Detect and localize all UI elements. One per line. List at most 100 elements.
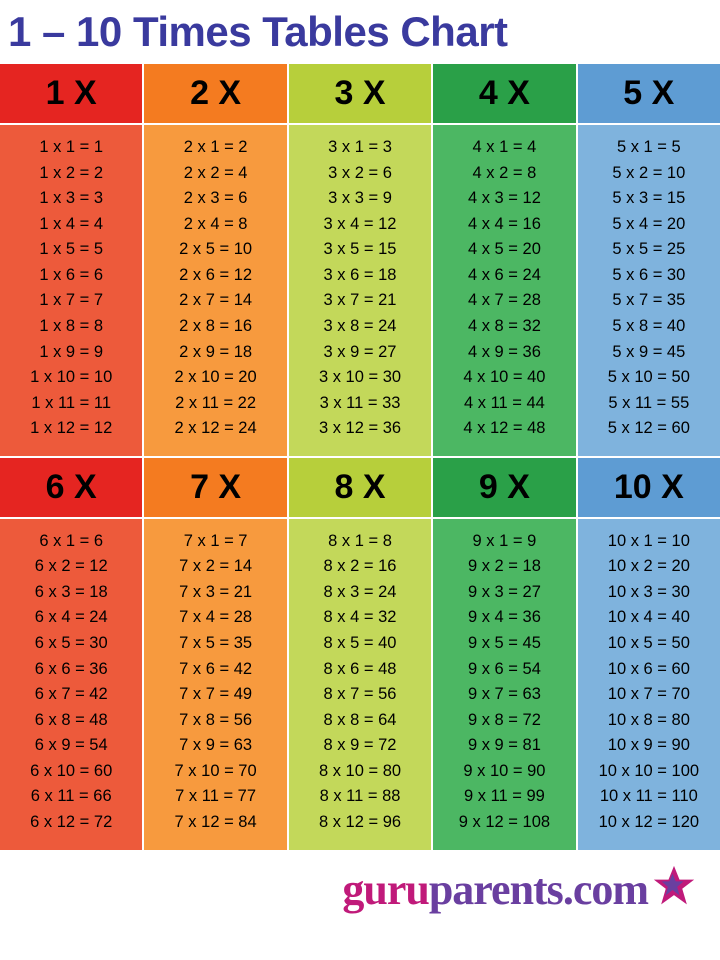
equation: 3 x 2 = 6 <box>293 161 427 187</box>
equation: 3 x 8 = 24 <box>293 314 427 340</box>
equation: 1 x 2 = 2 <box>4 161 138 187</box>
column-body-1x: 1 x 1 = 11 x 2 = 21 x 3 = 31 x 4 = 41 x … <box>0 123 142 456</box>
column-header-8x: 8 X <box>287 456 431 517</box>
equation: 4 x 3 = 12 <box>437 186 571 212</box>
equation: 2 x 3 = 6 <box>148 186 282 212</box>
equation: 4 x 8 = 32 <box>437 314 571 340</box>
equation: 7 x 2 = 14 <box>148 554 282 580</box>
page-title: 1 – 10 Times Tables Chart <box>0 0 720 62</box>
equation: 7 x 12 = 84 <box>148 810 282 836</box>
equation: 5 x 9 = 45 <box>582 340 716 366</box>
equation: 4 x 7 = 28 <box>437 288 571 314</box>
equation: 4 x 5 = 20 <box>437 237 571 263</box>
equation: 6 x 2 = 12 <box>4 554 138 580</box>
column-body-2x: 2 x 1 = 22 x 2 = 42 x 3 = 62 x 4 = 82 x … <box>142 123 286 456</box>
equation: 1 x 1 = 1 <box>4 135 138 161</box>
brand-part1: guru <box>342 865 428 914</box>
equation: 6 x 10 = 60 <box>4 759 138 785</box>
equation: 10 x 9 = 90 <box>582 733 716 759</box>
column-header-9x: 9 X <box>431 456 575 517</box>
equation: 9 x 7 = 63 <box>437 682 571 708</box>
column-body-9x: 9 x 1 = 99 x 2 = 189 x 3 = 279 x 4 = 369… <box>431 517 575 850</box>
equation: 10 x 4 = 40 <box>582 605 716 631</box>
equation: 2 x 5 = 10 <box>148 237 282 263</box>
equation: 1 x 5 = 5 <box>4 237 138 263</box>
equation: 6 x 6 = 36 <box>4 657 138 683</box>
equation: 1 x 11 = 11 <box>4 391 138 417</box>
equation: 10 x 12 = 120 <box>582 810 716 836</box>
times-tables-chart: 1 X2 X3 X4 X5 X 1 x 1 = 11 x 2 = 21 x 3 … <box>0 62 720 850</box>
equation: 6 x 9 = 54 <box>4 733 138 759</box>
equation: 9 x 6 = 54 <box>437 657 571 683</box>
header-row-1: 1 X2 X3 X4 X5 X <box>0 62 720 123</box>
equation: 7 x 11 = 77 <box>148 784 282 810</box>
equation: 7 x 8 = 56 <box>148 708 282 734</box>
column-body-3x: 3 x 1 = 33 x 2 = 63 x 3 = 93 x 4 = 123 x… <box>287 123 431 456</box>
equation: 1 x 9 = 9 <box>4 340 138 366</box>
equation: 5 x 7 = 35 <box>582 288 716 314</box>
equation: 7 x 7 = 49 <box>148 682 282 708</box>
equation: 7 x 10 = 70 <box>148 759 282 785</box>
equation: 1 x 6 = 6 <box>4 263 138 289</box>
column-body-5x: 5 x 1 = 55 x 2 = 105 x 3 = 155 x 4 = 205… <box>576 123 720 456</box>
equation: 6 x 7 = 42 <box>4 682 138 708</box>
equation: 1 x 12 = 12 <box>4 416 138 442</box>
equation: 2 x 8 = 16 <box>148 314 282 340</box>
column-header-3x: 3 X <box>287 62 431 123</box>
equation: 8 x 1 = 8 <box>293 529 427 555</box>
equation: 9 x 1 = 9 <box>437 529 571 555</box>
equation: 1 x 10 = 10 <box>4 365 138 391</box>
column-header-5x: 5 X <box>576 62 720 123</box>
equation: 8 x 7 = 56 <box>293 682 427 708</box>
equation: 5 x 11 = 55 <box>582 391 716 417</box>
column-header-10x: 10 X <box>576 456 720 517</box>
equation: 9 x 8 = 72 <box>437 708 571 734</box>
equation: 5 x 10 = 50 <box>582 365 716 391</box>
equation: 3 x 11 = 33 <box>293 391 427 417</box>
equation: 4 x 9 = 36 <box>437 340 571 366</box>
equation: 2 x 12 = 24 <box>148 416 282 442</box>
column-body-8x: 8 x 1 = 88 x 2 = 168 x 3 = 248 x 4 = 328… <box>287 517 431 850</box>
equation: 2 x 2 = 4 <box>148 161 282 187</box>
equation: 8 x 9 = 72 <box>293 733 427 759</box>
column-header-4x: 4 X <box>431 62 575 123</box>
equation: 6 x 5 = 30 <box>4 631 138 657</box>
equation: 2 x 7 = 14 <box>148 288 282 314</box>
equation: 1 x 8 = 8 <box>4 314 138 340</box>
equation: 4 x 6 = 24 <box>437 263 571 289</box>
equation: 7 x 5 = 35 <box>148 631 282 657</box>
equation: 7 x 6 = 42 <box>148 657 282 683</box>
column-header-6x: 6 X <box>0 456 142 517</box>
equation: 2 x 6 = 12 <box>148 263 282 289</box>
equation: 8 x 4 = 32 <box>293 605 427 631</box>
equation: 8 x 6 = 48 <box>293 657 427 683</box>
equation: 5 x 5 = 25 <box>582 237 716 263</box>
equation: 4 x 4 = 16 <box>437 212 571 238</box>
equation: 7 x 9 = 63 <box>148 733 282 759</box>
equation: 3 x 6 = 18 <box>293 263 427 289</box>
equation: 1 x 4 = 4 <box>4 212 138 238</box>
equation: 5 x 1 = 5 <box>582 135 716 161</box>
equation: 10 x 1 = 10 <box>582 529 716 555</box>
equation: 3 x 12 = 36 <box>293 416 427 442</box>
equation: 10 x 2 = 20 <box>582 554 716 580</box>
equation: 1 x 7 = 7 <box>4 288 138 314</box>
equation: 9 x 12 = 108 <box>437 810 571 836</box>
equation: 3 x 10 = 30 <box>293 365 427 391</box>
column-body-10x: 10 x 1 = 1010 x 2 = 2010 x 3 = 3010 x 4 … <box>576 517 720 850</box>
brand-suffix: .com <box>563 865 648 914</box>
equation: 2 x 11 = 22 <box>148 391 282 417</box>
equation: 9 x 10 = 90 <box>437 759 571 785</box>
column-body-6x: 6 x 1 = 66 x 2 = 126 x 3 = 186 x 4 = 246… <box>0 517 142 850</box>
brand-part2: parents <box>429 865 563 914</box>
equation: 6 x 8 = 48 <box>4 708 138 734</box>
equation: 5 x 12 = 60 <box>582 416 716 442</box>
body-row-1: 1 x 1 = 11 x 2 = 21 x 3 = 31 x 4 = 41 x … <box>0 123 720 456</box>
equation: 4 x 10 = 40 <box>437 365 571 391</box>
equation: 10 x 5 = 50 <box>582 631 716 657</box>
equation: 8 x 3 = 24 <box>293 580 427 606</box>
equation: 10 x 11 = 110 <box>582 784 716 810</box>
footer: guruparents.com <box>0 850 720 915</box>
equation: 9 x 11 = 99 <box>437 784 571 810</box>
equation: 5 x 4 = 20 <box>582 212 716 238</box>
